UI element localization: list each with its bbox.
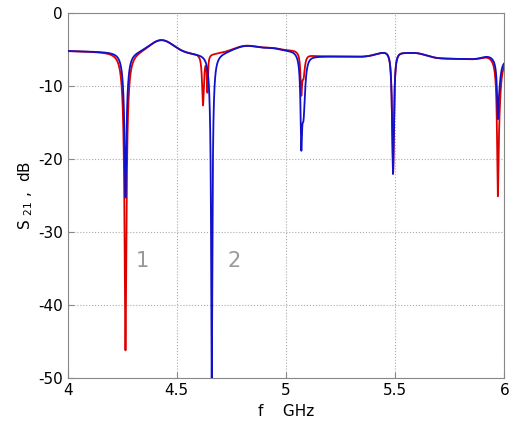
Text: 1: 1: [135, 252, 149, 271]
Text: 2: 2: [227, 252, 240, 271]
Y-axis label: S $_{21}$ ,  dB: S $_{21}$ , dB: [17, 161, 35, 230]
X-axis label: f    GHz: f GHz: [258, 404, 314, 419]
